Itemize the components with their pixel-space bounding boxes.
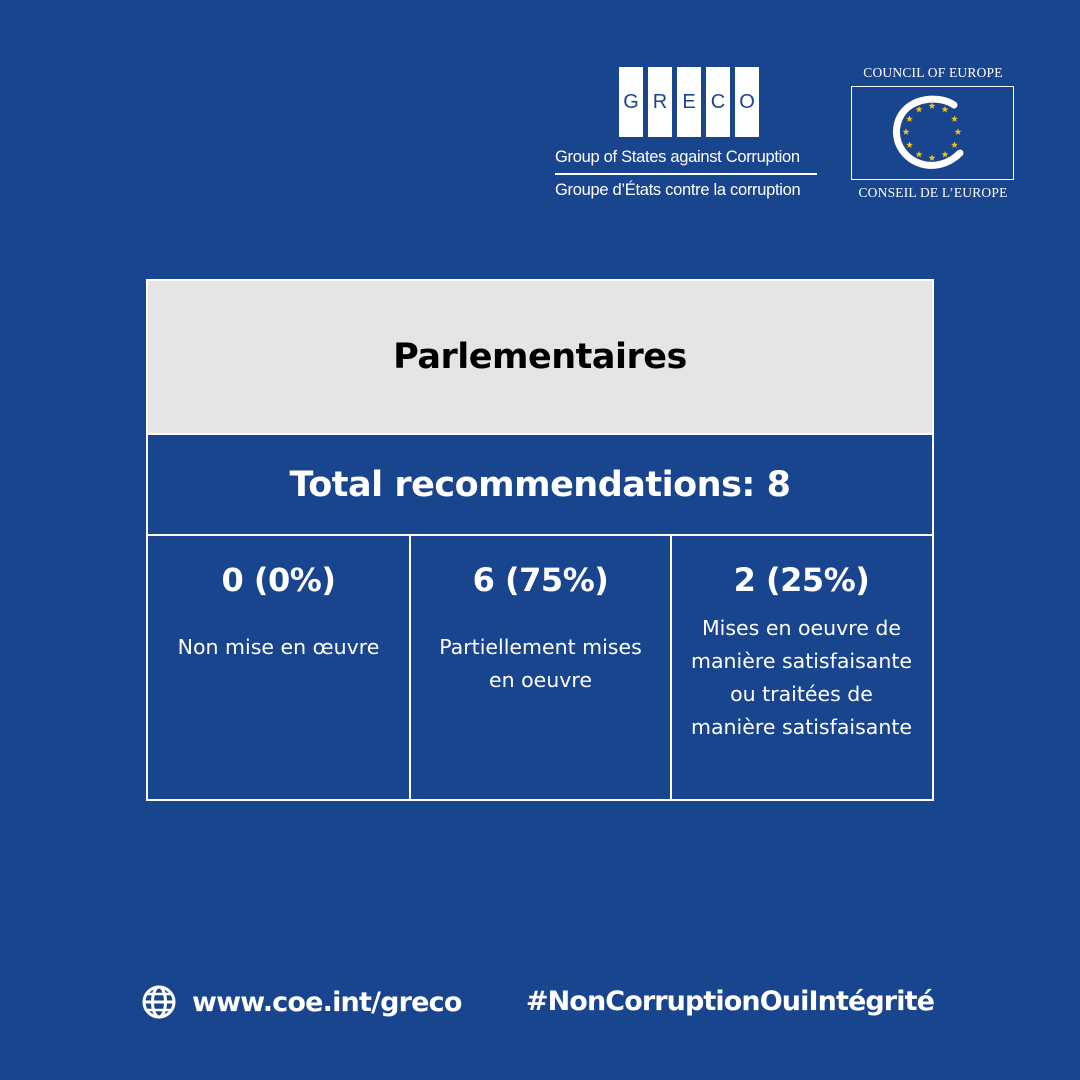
emblem-star: [906, 115, 913, 122]
status-value: 6 (75%): [472, 561, 609, 599]
status-value: 0 (0%): [221, 561, 336, 599]
status-label: Non mise en œuvre: [177, 635, 380, 659]
greco-letter-blocks: G R E C O: [619, 67, 759, 137]
greco-letter: R: [648, 67, 672, 137]
status-cell-partly-implemented: 6 (75%) Partiellement mises en oeuvre: [409, 536, 670, 799]
campaign-hashtag: #NonCorruptionOuiIntégrité: [525, 986, 935, 1017]
emblem-star: [951, 141, 958, 148]
website-url[interactable]: www.coe.int/greco: [192, 986, 462, 1018]
greco-logo: G R E C O Group of States against Corrup…: [555, 67, 820, 207]
status-label: Mises en oeuvre de manière satisfaisante…: [691, 616, 912, 739]
emblem-star: [928, 154, 936, 161]
recommendations-table: Parlementaires Total recommendations: 8 …: [146, 279, 934, 801]
emblem-star: [915, 150, 923, 158]
status-value: 2 (25%): [733, 561, 870, 599]
table-title: Parlementaires: [393, 337, 687, 377]
emblem-star: [902, 128, 910, 135]
emblem-star: [928, 102, 936, 109]
council-of-europe-emblem-icon: [892, 95, 964, 169]
coe-name-french: CONSEIL DE L’EUROPE: [858, 185, 1008, 200]
coe-name-english: COUNCIL OF EUROPE: [863, 65, 1003, 80]
coe-emblem-frame: [851, 86, 1014, 180]
status-cells: 0 (0%) Non mise en œuvre 6 (75%) Partiel…: [148, 536, 932, 799]
greco-divider: [555, 173, 817, 175]
greco-name-french: Groupe d’États contre la corruption: [555, 181, 801, 199]
council-of-europe-logo: COUNCIL OF EUROPE CONSEIL DE L’EUROPE: [848, 64, 1018, 204]
total-recommendations: Total recommendations: 8: [289, 464, 791, 505]
emblem-star: [941, 105, 949, 113]
status-cell-not-implemented: 0 (0%) Non mise en œuvre: [148, 536, 409, 799]
globe-icon: [142, 985, 176, 1019]
table-header: Parlementaires: [148, 281, 932, 435]
emblem-star: [906, 141, 913, 148]
status-cell-implemented: 2 (25%) Mises en oeuvre de manière satis…: [670, 536, 931, 799]
total-row: Total recommendations: 8: [148, 435, 932, 536]
emblem-star: [951, 115, 958, 122]
greco-letter: G: [619, 67, 643, 137]
status-label: Partiellement mises en oeuvre: [439, 635, 642, 692]
website-link[interactable]: www.coe.int/greco: [141, 984, 462, 1020]
emblem-star: [954, 128, 962, 135]
emblem-star: [915, 105, 923, 113]
greco-name-english: Group of States against Corruption: [555, 148, 800, 166]
greco-letter: O: [735, 67, 759, 137]
greco-letter: E: [677, 67, 701, 137]
greco-letter: C: [706, 67, 730, 137]
emblem-star: [941, 150, 949, 158]
